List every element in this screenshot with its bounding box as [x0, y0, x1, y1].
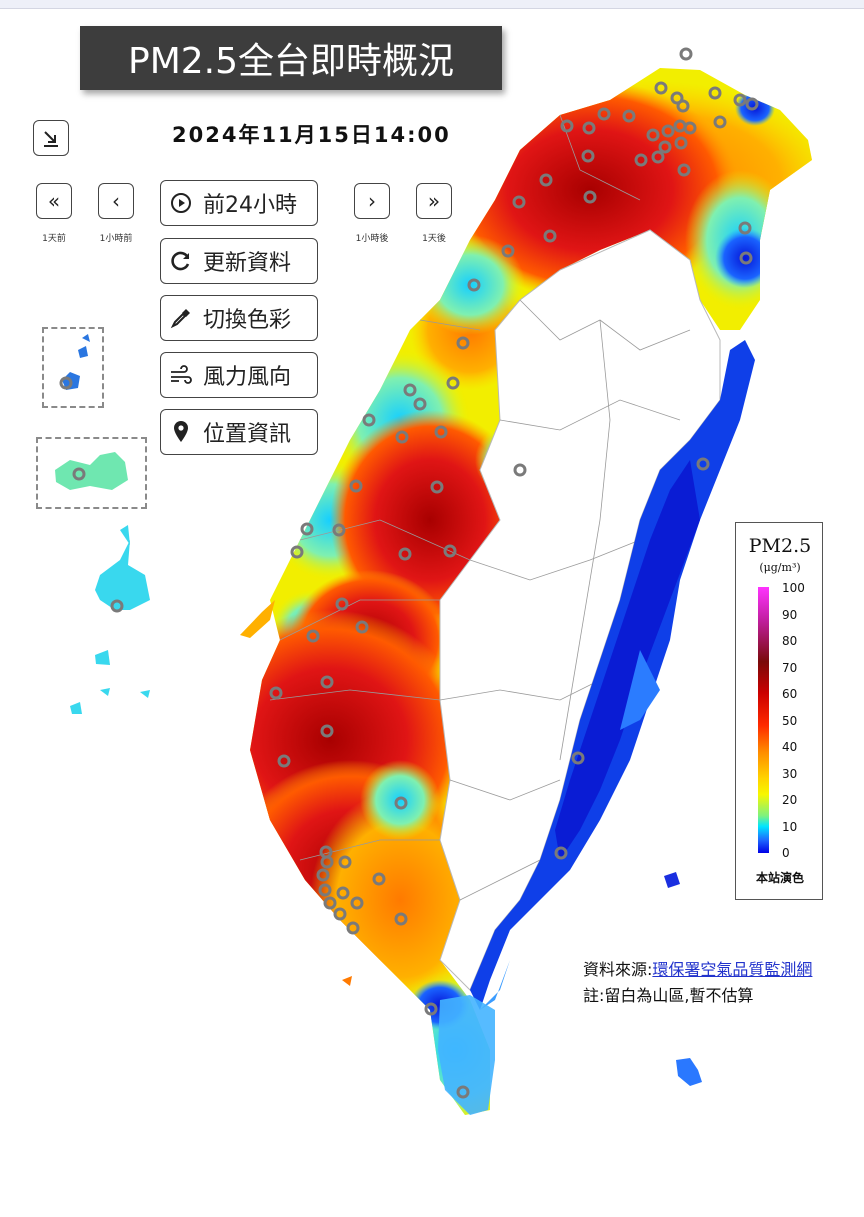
pm25-legend: PM2.5 (μg/m³) 100 90 80 70 60 50 40 30 2…: [735, 522, 823, 900]
source-link[interactable]: 環保署空氣品質監測網: [652, 960, 813, 979]
legend-tick: 100: [782, 581, 805, 595]
matsu-inset-box: [42, 327, 104, 408]
refresh-data-button[interactable]: 更新資料: [160, 238, 318, 284]
hour-forward-button[interactable]: ›: [354, 183, 390, 219]
source-label: 資料來源:: [583, 960, 653, 979]
data-source: 資料來源:環保署空氣品質監測網 註:留白為山區,暫不估算: [583, 957, 812, 1009]
collapse-button[interactable]: [33, 120, 69, 156]
legend-footer: 本站演色: [755, 871, 804, 885]
legend-unit: (μg/m³): [759, 561, 801, 574]
datetime-display: 2024年11月15日14:00: [172, 123, 451, 147]
legend-title: PM2.5: [748, 535, 812, 557]
switch-colors-label: 切換色彩: [203, 308, 292, 333]
eyedropper-icon: [167, 304, 195, 332]
station-markers[interactable]: [59, 47, 759, 1099]
legend-tick: 70: [782, 661, 798, 675]
wind-icon: [167, 361, 195, 389]
page-title: PM2.5全台即時概況: [80, 26, 502, 90]
map-pin-icon: [167, 418, 195, 446]
location-info-button[interactable]: 位置資訊: [160, 409, 318, 455]
switch-colors-button[interactable]: 切換色彩: [160, 295, 318, 341]
chevron-right-icon: ›: [368, 189, 376, 213]
hour-back-button[interactable]: ‹: [98, 183, 134, 219]
refresh-data-label: 更新資料: [203, 251, 292, 276]
offshore-islands: [55, 334, 702, 1086]
wind-direction-button[interactable]: 風力風向: [160, 352, 318, 398]
source-note: 註:留白為山區,暫不估算: [583, 986, 754, 1005]
kinmen-inset-box: [36, 437, 147, 509]
double-chevron-right-icon: »: [427, 189, 441, 213]
day-back-caption: 1天前: [42, 234, 66, 244]
legend-tick: 30: [782, 767, 798, 781]
day-forward-caption: 1天後: [422, 234, 446, 244]
double-chevron-left-icon: «: [47, 189, 61, 213]
legend-color-bar: [758, 587, 769, 853]
legend-tick: 20: [782, 793, 798, 807]
past-24-hours-button[interactable]: 前24小時: [160, 180, 318, 226]
arrow-down-right-icon: [44, 131, 58, 147]
play-circle-icon: [167, 189, 195, 217]
county-boundaries: [269, 114, 691, 901]
chevron-left-icon: ‹: [112, 189, 120, 213]
hour-back-caption: 1小時前: [99, 234, 133, 244]
legend-tick: 0: [782, 846, 790, 860]
past-24-hours-label: 前24小時: [203, 193, 297, 218]
legend-tick: 80: [782, 634, 798, 648]
refresh-icon: [167, 247, 195, 275]
location-info-label: 位置資訊: [203, 422, 292, 447]
day-forward-button[interactable]: »: [416, 183, 452, 219]
legend-tick: 50: [782, 714, 798, 728]
top-border: [0, 0, 864, 9]
legend-tick: 60: [782, 687, 798, 701]
legend-tick: 10: [782, 820, 798, 834]
legend-tick: 90: [782, 608, 798, 622]
wind-direction-label: 風力風向: [203, 365, 292, 390]
legend-tick: 40: [782, 740, 798, 754]
hour-forward-caption: 1小時後: [355, 234, 389, 244]
day-back-button[interactable]: «: [36, 183, 72, 219]
